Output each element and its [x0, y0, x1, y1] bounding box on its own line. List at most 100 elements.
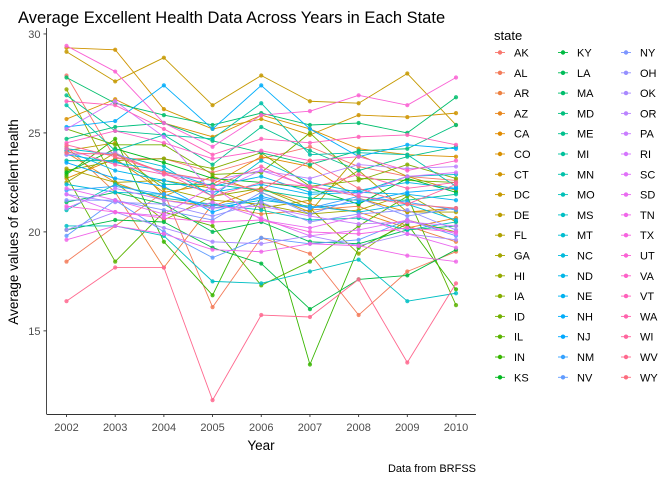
data-point-mt	[259, 158, 264, 163]
legend-label-wi: WI	[640, 332, 653, 344]
data-point-or	[356, 162, 361, 167]
legend-item-tx: TX	[621, 230, 655, 242]
data-point-tn	[405, 253, 410, 258]
data-point-pa	[113, 186, 118, 191]
data-point-ma	[356, 120, 361, 126]
data-point-ut	[161, 120, 166, 126]
legend-label-md: MD	[577, 108, 594, 120]
data-point-ny	[64, 198, 69, 203]
data-point-wv	[259, 312, 264, 318]
data-point-wa	[405, 186, 410, 191]
data-point-ok	[259, 241, 264, 246]
data-point-wa	[210, 184, 215, 189]
legend-title: state	[494, 28, 522, 43]
data-point-tn	[113, 223, 118, 229]
legend-label-or: OR	[640, 108, 657, 120]
data-point-me	[356, 168, 361, 173]
legend-item-sd: SD	[621, 190, 655, 202]
data-point-id	[307, 130, 313, 136]
legend-label-sd: SD	[640, 190, 655, 202]
data-point-nv	[210, 255, 215, 260]
legend-key-point-de	[497, 212, 503, 218]
legend-label-ut: UT	[640, 251, 655, 263]
x-tick-label: 2003	[103, 422, 127, 434]
data-point-vt	[307, 140, 313, 145]
data-point-wy	[356, 186, 361, 191]
data-point-oh	[405, 208, 410, 213]
series-tx	[64, 204, 459, 236]
data-point-co	[453, 154, 459, 159]
legend-item-fl: FL	[495, 230, 527, 242]
x-tick-label: 2010	[444, 422, 468, 434]
data-point-al	[405, 269, 410, 274]
data-point-nh	[307, 126, 313, 132]
data-point-tx	[161, 215, 166, 221]
data-point-dc	[113, 79, 118, 84]
legend-label-wy: WY	[640, 372, 658, 384]
legend-key-point-in	[497, 354, 503, 360]
series-tn	[64, 223, 459, 264]
data-point-mi	[307, 196, 313, 201]
data-point-tx	[405, 225, 410, 231]
legend-key-point-id	[497, 314, 503, 319]
data-point-nh	[405, 142, 410, 147]
data-point-sc	[64, 192, 69, 197]
legend-label-co: CO	[514, 149, 531, 161]
legend-label-ms: MS	[577, 210, 594, 222]
data-point-nj	[210, 209, 215, 215]
legend-label-ok: OK	[640, 88, 657, 100]
legend-key-point-or	[623, 111, 629, 116]
legend: state AK AL AR AZ CA CO CT DC DE FL GA HI IA ID IL IN KS…	[494, 28, 658, 384]
data-point-va	[405, 168, 410, 173]
data-point-ri	[161, 134, 166, 139]
legend-label-al: AL	[514, 68, 527, 80]
data-point-ks	[64, 170, 69, 175]
data-point-wv	[307, 314, 313, 320]
legend-key-point-co	[497, 151, 503, 157]
data-point-il	[113, 259, 118, 264]
data-point-ri	[453, 170, 459, 175]
series-wv	[64, 265, 459, 403]
legend-label-id: ID	[514, 311, 525, 323]
data-point-in	[161, 239, 166, 244]
legend-key-point-wv	[623, 354, 629, 360]
data-point-sc	[356, 227, 361, 233]
data-point-il	[307, 259, 313, 264]
y-axis-title: Average values of excellent health	[6, 119, 21, 324]
data-point-nj	[405, 190, 410, 195]
legend-key-point-mo	[560, 192, 566, 197]
data-point-nh	[453, 146, 459, 151]
data-point-wv	[64, 299, 69, 304]
data-point-pa	[356, 221, 361, 227]
data-point-tx	[210, 219, 215, 225]
legend-label-dc: DC	[514, 190, 530, 202]
legend-item-nm: NM	[558, 352, 594, 364]
legend-item-ok: OK	[621, 88, 657, 100]
data-point-ma	[210, 122, 215, 128]
legend-label-mt: MT	[577, 230, 593, 242]
data-point-wi	[356, 194, 361, 199]
data-point-id	[356, 176, 361, 181]
data-point-nd	[259, 174, 264, 179]
data-point-tn	[259, 249, 264, 254]
legend-item-nj: NJ	[558, 332, 590, 344]
legend-label-ny: NY	[640, 48, 656, 60]
legend-item-wa: WA	[621, 311, 658, 323]
legend-key-point-mn	[560, 172, 566, 177]
data-point-ri	[405, 174, 410, 179]
data-point-ct	[405, 114, 410, 120]
legend-label-wv: WV	[640, 352, 658, 364]
data-point-ut	[64, 43, 69, 48]
legend-label-nd: ND	[577, 271, 593, 283]
data-point-dc	[210, 103, 215, 108]
data-point-mn	[259, 101, 264, 106]
legend-item-me: ME	[558, 129, 594, 141]
legend-label-la: LA	[577, 68, 591, 80]
data-point-ia	[453, 176, 459, 181]
data-point-ca	[259, 154, 264, 159]
legend-key-point-ok	[623, 90, 629, 96]
legend-label-ak: AK	[514, 48, 529, 60]
legend-item-sc: SC	[621, 169, 655, 181]
data-point-ar	[259, 211, 264, 217]
